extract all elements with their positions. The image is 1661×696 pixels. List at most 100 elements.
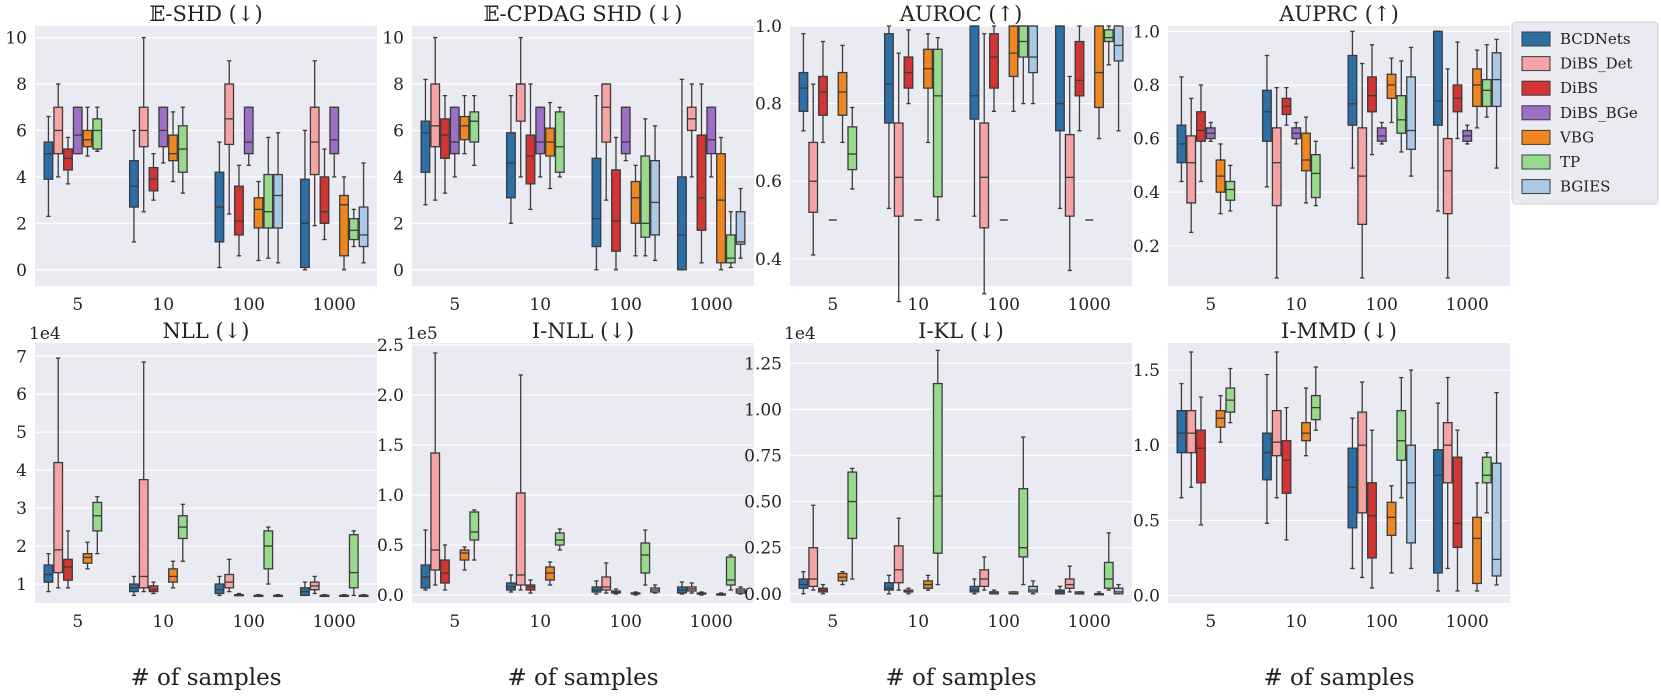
- box-bgies: [1406, 46, 1417, 177]
- box-vbg: [1008, 25, 1019, 113]
- box-iqr: [798, 578, 809, 589]
- box-iqr: [735, 211, 746, 245]
- legend-swatch: [1521, 154, 1551, 170]
- box-iqr: [168, 568, 178, 583]
- box-iqr: [1301, 422, 1311, 442]
- box-iqr: [1074, 40, 1085, 97]
- y-tick-label: 1.5: [1133, 361, 1160, 381]
- box-vbg: [1301, 116, 1311, 204]
- box-tp: [1018, 25, 1029, 105]
- box-bcdnets: [214, 141, 225, 269]
- x-tick-label: 1000: [1068, 612, 1111, 632]
- box-iqr: [1261, 432, 1272, 481]
- box-dibs-det: [138, 36, 149, 213]
- box-iqr: [348, 218, 359, 241]
- box-iqr: [1406, 76, 1417, 150]
- box-vbg: [82, 541, 93, 570]
- box-vbg: [545, 101, 555, 190]
- legend-swatch: [1521, 56, 1551, 72]
- x-tick-label: 1000: [313, 612, 356, 632]
- box-iqr: [1064, 134, 1075, 217]
- box-dibs: [989, 25, 999, 113]
- y-tick-label: 6: [16, 385, 27, 405]
- box-dibs-det: [53, 83, 64, 178]
- x-tick-label: 100: [610, 612, 642, 632]
- box-iqr: [1028, 585, 1039, 593]
- box-iqr: [1442, 137, 1453, 215]
- box-dibs: [148, 581, 159, 595]
- x-tick-label: 10: [529, 295, 551, 315]
- box-iqr: [725, 234, 736, 264]
- box-tp: [640, 529, 651, 586]
- y-tick-label: 0.5: [1133, 511, 1160, 531]
- x-tick-label: 100: [233, 612, 265, 632]
- x-tick-label: 5: [1205, 612, 1216, 632]
- box-dibs-bge: [449, 106, 460, 178]
- box-iqr: [808, 141, 819, 213]
- box-bgies: [1406, 369, 1417, 570]
- box-bgies: [1491, 391, 1502, 586]
- box-iqr: [676, 176, 687, 271]
- box-iqr: [1491, 462, 1502, 577]
- y-tick-label: 1.0: [1133, 436, 1160, 456]
- box-dibs: [234, 164, 244, 257]
- box-dibs-det: [979, 33, 990, 295]
- box-tp: [92, 496, 103, 555]
- subplot-3: 0.4 0.6 0.8 1.0 AUROC (↑) 5 10 100 1000: [755, 2, 1132, 315]
- box-bcdnets: [505, 574, 516, 593]
- box-tp: [725, 554, 736, 591]
- box-iqr: [440, 559, 450, 584]
- box-iqr: [837, 71, 848, 116]
- box-iqr: [1347, 447, 1358, 529]
- box-iqr: [989, 33, 999, 89]
- box-vbg: [837, 571, 848, 586]
- box-iqr: [1386, 501, 1397, 537]
- box-iqr: [1301, 132, 1311, 172]
- y-tick-label: 1.0: [1133, 22, 1160, 42]
- box-iqr: [128, 159, 139, 208]
- box-vbg: [1386, 485, 1397, 574]
- box-bcdnets: [420, 78, 431, 206]
- box-tp: [92, 106, 103, 153]
- box-dibs: [696, 591, 707, 596]
- box-dibs: [696, 83, 707, 264]
- box-dibs-bge: [243, 106, 254, 166]
- box-bcdnets: [1054, 25, 1065, 210]
- box-iqr: [339, 194, 349, 257]
- box-iqr: [459, 549, 470, 561]
- y-tick-label: 0.8: [755, 95, 782, 115]
- box-dibs: [63, 530, 73, 589]
- x-tick-label: 1000: [690, 612, 733, 632]
- box-iqr: [440, 118, 450, 159]
- box-tp: [554, 528, 565, 551]
- box-iqr: [847, 126, 858, 171]
- box-dibs: [234, 592, 244, 597]
- box-dibs: [440, 94, 450, 194]
- legend-label: TP: [1560, 153, 1580, 171]
- x-axis-label: # of samples: [885, 665, 1036, 691]
- box-iqr: [1472, 516, 1482, 585]
- box-dibs-bge: [329, 106, 340, 178]
- box-iqr: [883, 33, 894, 124]
- box-iqr: [1406, 444, 1417, 544]
- box-tp: [640, 118, 651, 257]
- box-dibs-det: [601, 83, 612, 201]
- box-dibs: [1196, 396, 1206, 526]
- box-vbg: [1301, 387, 1311, 457]
- x-tick-label: 5: [827, 612, 838, 632]
- box-bgies: [1113, 583, 1124, 595]
- box-dibs-bge: [1376, 121, 1387, 145]
- x-tick-label: 5: [72, 612, 83, 632]
- box-vbg: [716, 136, 726, 271]
- box-bcdnets: [591, 580, 602, 595]
- x-tick-label: 5: [1205, 295, 1216, 315]
- box-iqr: [1367, 482, 1377, 559]
- box-iqr: [706, 106, 717, 155]
- box-vbg: [1215, 143, 1226, 215]
- box-dibs: [611, 136, 621, 271]
- box-iqr: [1008, 25, 1019, 78]
- plot-area: [790, 343, 1132, 603]
- box-tp: [1225, 367, 1236, 424]
- box-tp: [1018, 436, 1029, 586]
- legend-label: BCDNets: [1560, 30, 1631, 48]
